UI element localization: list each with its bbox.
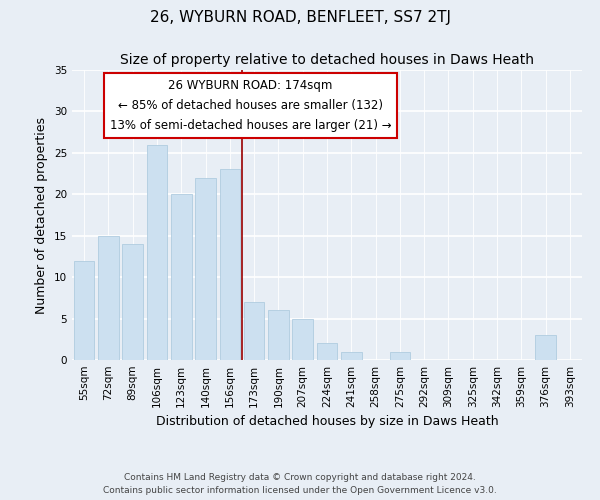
Bar: [146, 144, 167, 360]
Bar: [389, 352, 410, 360]
Bar: [220, 170, 240, 360]
Bar: [122, 244, 143, 360]
Bar: [171, 194, 191, 360]
Bar: [98, 236, 119, 360]
Bar: [535, 335, 556, 360]
Text: 26, WYBURN ROAD, BENFLEET, SS7 2TJ: 26, WYBURN ROAD, BENFLEET, SS7 2TJ: [149, 10, 451, 25]
Bar: [195, 178, 216, 360]
Text: 26 WYBURN ROAD: 174sqm
← 85% of detached houses are smaller (132)
13% of semi-de: 26 WYBURN ROAD: 174sqm ← 85% of detached…: [110, 78, 391, 132]
Bar: [341, 352, 362, 360]
X-axis label: Distribution of detached houses by size in Daws Heath: Distribution of detached houses by size …: [155, 416, 499, 428]
Bar: [268, 310, 289, 360]
Title: Size of property relative to detached houses in Daws Heath: Size of property relative to detached ho…: [120, 54, 534, 68]
Y-axis label: Number of detached properties: Number of detached properties: [35, 116, 49, 314]
Bar: [317, 344, 337, 360]
Text: Contains HM Land Registry data © Crown copyright and database right 2024.
Contai: Contains HM Land Registry data © Crown c…: [103, 473, 497, 495]
Bar: [244, 302, 265, 360]
Bar: [292, 318, 313, 360]
Bar: [74, 260, 94, 360]
